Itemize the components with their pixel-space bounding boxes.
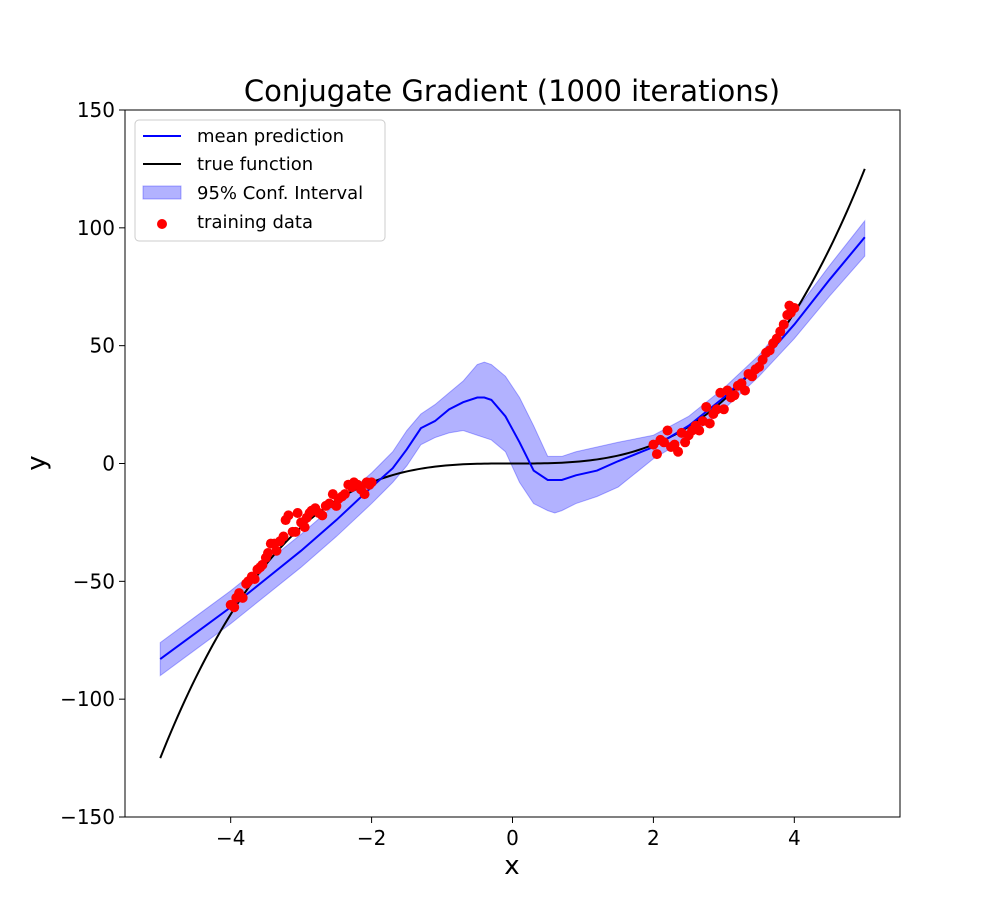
x-tick-label: 0 <box>506 826 519 850</box>
x-tick-label: −4 <box>216 826 245 850</box>
training-data-point <box>359 489 370 500</box>
training-data-point <box>290 526 301 537</box>
training-data-point <box>701 401 712 412</box>
training-data-point <box>366 477 377 488</box>
legend-label-training-data: training data <box>197 212 313 233</box>
training-data-point <box>729 390 740 401</box>
x-tick-label: 2 <box>647 826 660 850</box>
legend-swatch-conf-interval <box>142 185 182 200</box>
y-tick-label: −150 <box>60 805 115 829</box>
training-data-point <box>229 602 240 613</box>
x-tick-label: −2 <box>357 826 386 850</box>
training-data-point <box>662 425 673 436</box>
training-data-point <box>299 522 310 533</box>
confidence-interval-band <box>159 219 866 677</box>
legend-label-true-function: true function <box>197 154 313 175</box>
training-data-point <box>651 449 662 460</box>
chart-title: Conjugate Gradient (1000 iterations) <box>244 74 780 108</box>
training-data-point <box>271 545 282 556</box>
y-tick-label: 0 <box>102 452 115 476</box>
y-tick-label: 100 <box>77 216 115 240</box>
axes: −4 −2 0 2 4 −150 −100 −50 0 50 100 150 <box>60 98 801 850</box>
training-data-point <box>249 573 260 584</box>
y-tick-label: 50 <box>90 334 115 358</box>
legend-label-conf-interval: 95% Conf. Interval <box>197 183 363 204</box>
training-data-point <box>648 439 659 450</box>
training-data-point <box>718 404 729 415</box>
training-data-point <box>658 437 669 448</box>
y-axis-label: y <box>22 455 52 470</box>
legend: mean prediction true function 95% Conf. … <box>134 119 386 242</box>
legend-label-mean-prediction: mean prediction <box>197 126 344 147</box>
training-data-point <box>789 302 800 313</box>
training-data-point <box>278 531 289 542</box>
training-data-point <box>263 548 274 559</box>
y-tick-label: −100 <box>60 687 115 711</box>
training-data-point <box>778 319 789 330</box>
training-data-point <box>317 510 328 521</box>
training-data-point <box>694 425 705 436</box>
training-data-point <box>339 489 350 500</box>
training-data-point <box>283 510 294 521</box>
training-data-point <box>711 404 722 415</box>
training-data-point <box>292 507 303 518</box>
plot-area <box>159 168 866 759</box>
legend-swatch-training-data <box>157 219 167 229</box>
x-axis-label: x <box>504 851 519 881</box>
y-tick-label: −50 <box>73 569 115 593</box>
legend-box <box>134 119 386 242</box>
training-data-point <box>237 592 248 603</box>
training-data-point <box>704 418 715 429</box>
x-tick-label: 4 <box>788 826 801 850</box>
y-tick-label: 150 <box>77 98 115 122</box>
training-data-point <box>740 385 750 396</box>
training-data-point <box>673 446 684 457</box>
